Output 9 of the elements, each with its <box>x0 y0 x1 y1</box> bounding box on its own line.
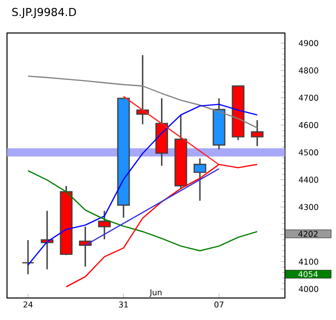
candlestick <box>194 158 206 202</box>
chart-title: S.JP.J9984.D <box>12 8 76 18</box>
candlestick <box>250 119 264 147</box>
line-series <box>27 76 258 128</box>
candlestick <box>78 226 92 268</box>
candlestick <box>22 239 34 275</box>
line-series <box>27 104 258 266</box>
candlestick <box>98 210 111 240</box>
line-series <box>27 170 258 252</box>
